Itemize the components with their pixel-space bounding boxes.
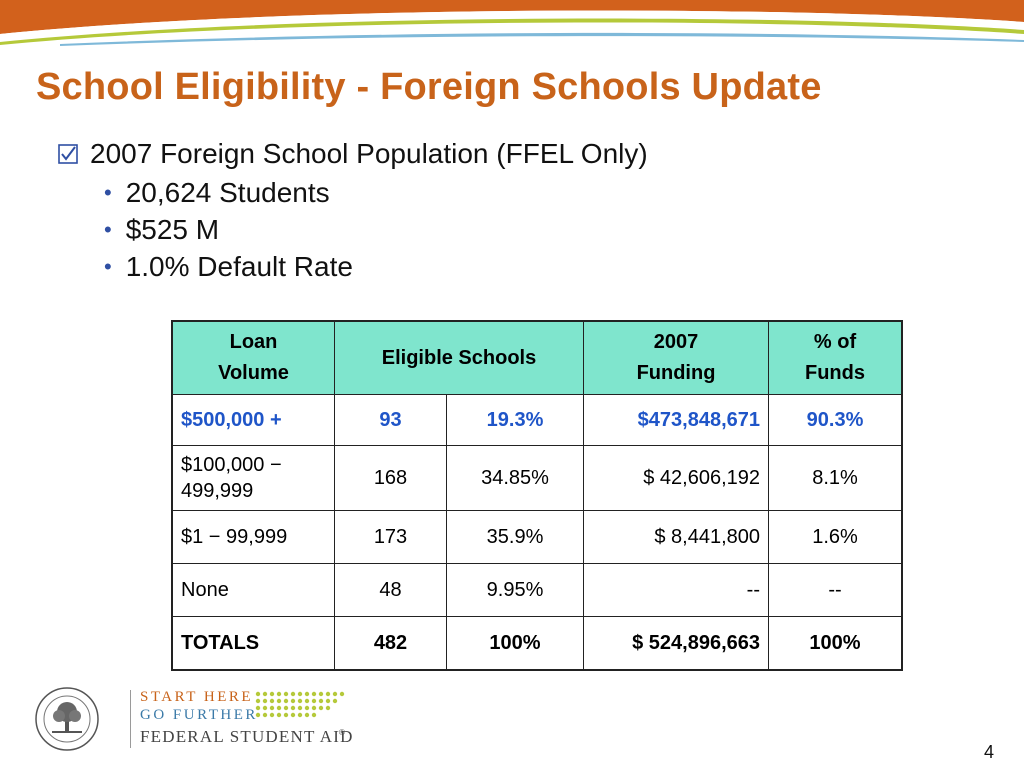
cell-share: -- [768, 563, 903, 617]
bullet-item: • $525 M [104, 211, 353, 248]
table-row: $100,000 − 499,999 168 34.85% $ 42,606,19… [171, 445, 903, 511]
fsa-logo: START HERE GO FURTHER FEDERAL STUDENT AI… [34, 686, 354, 752]
checked-item: 2007 Foreign School Population (FFEL Onl… [58, 138, 648, 170]
logo-dot-grid-icon [255, 691, 345, 718]
header-text: Funds [805, 362, 865, 384]
logo-go-further: GO FURTHER [140, 707, 258, 723]
bullet-text: 20,624 Students [125, 177, 330, 208]
bullet-item: • 20,624 Students [104, 174, 353, 211]
bullet-icon: • [104, 217, 112, 242]
logo-start-here: START HERE [140, 689, 254, 705]
logo-federal-student-aid: FEDERAL STUDENT AID [140, 727, 354, 746]
cell-share: 8.1% [768, 445, 903, 511]
cell-volume: $100,000 − 499,999 [171, 445, 335, 511]
table-row: $500,000 + 93 19.3% $473,848,671 90.3% [171, 394, 903, 446]
cell-funding: $ 42,606,192 [583, 445, 769, 511]
header-banner [0, 0, 1024, 46]
cell-volume: $500,000 + [171, 394, 335, 446]
header-text: 2007 [653, 331, 699, 353]
cell-share: 100% [768, 616, 903, 671]
eligibility-table: Loan Volume Eligible Schools 2007 Funding … [171, 320, 903, 671]
cell-funding: $ 524,896,663 [583, 616, 769, 671]
checkbox-checked-icon [58, 144, 78, 164]
table-row: None 48 9.95% -- -- [171, 563, 903, 617]
cell-count: 482 [334, 616, 447, 671]
cell-share: 1.6% [768, 510, 903, 564]
cell-percent: 9.95% [446, 563, 584, 617]
bullet-text: 1.0% Default Rate [125, 251, 353, 282]
table-row: $1 − 99,999 173 35.9% $ 8,441,800 1.6% [171, 510, 903, 564]
cell-percent: 35.9% [446, 510, 584, 564]
header-text: Loan [229, 331, 278, 353]
cell-percent: 34.85% [446, 445, 584, 511]
page-number: 4 [984, 742, 995, 762]
bullet-icon: • [104, 254, 112, 279]
table-row-totals: TOTALS 482 100% $ 524,896,663 100% [171, 616, 903, 671]
slide-title: School Eligibility - Foreign Schools Upd… [36, 66, 822, 108]
bullet-item: • 1.0% Default Rate [104, 248, 353, 285]
bullet-text: $525 M [125, 214, 220, 245]
department-of-education-seal-icon [35, 687, 99, 751]
header-text: % of [813, 331, 857, 353]
cell-text: 499,999 [181, 480, 254, 502]
cell-funding: $473,848,671 [583, 394, 769, 446]
cell-volume: TOTALS [171, 616, 335, 671]
cell-funding: $ 8,441,800 [583, 510, 769, 564]
cell-count: 168 [334, 445, 447, 511]
header-text: Volume [218, 362, 289, 384]
cell-percent: 100% [446, 616, 584, 671]
cell-count: 173 [334, 510, 447, 564]
bullet-icon: • [104, 180, 112, 205]
logo-divider [130, 690, 131, 748]
header-text: Funding [636, 362, 716, 384]
header-loan-volume: Loan Volume [171, 320, 335, 395]
header-funding: 2007 Funding [583, 320, 769, 395]
registered-mark: ® [339, 728, 345, 737]
cell-count: 93 [334, 394, 447, 446]
cell-text: $100,000 − [181, 454, 282, 476]
checked-item-label: 2007 Foreign School Population (FFEL Onl… [90, 138, 648, 169]
table-header-row: Loan Volume Eligible Schools 2007 Funding … [171, 320, 903, 395]
bullet-list: • 20,624 Students • $525 M • 1.0% Default R… [104, 174, 353, 285]
cell-funding: -- [583, 563, 769, 617]
cell-percent: 19.3% [446, 394, 584, 446]
cell-volume: $1 − 99,999 [171, 510, 335, 564]
cell-count: 48 [334, 563, 447, 617]
header-share: % of Funds [768, 320, 903, 395]
header-eligible-schools: Eligible Schools [334, 320, 584, 395]
cell-volume: None [171, 563, 335, 617]
cell-share: 90.3% [768, 394, 903, 446]
